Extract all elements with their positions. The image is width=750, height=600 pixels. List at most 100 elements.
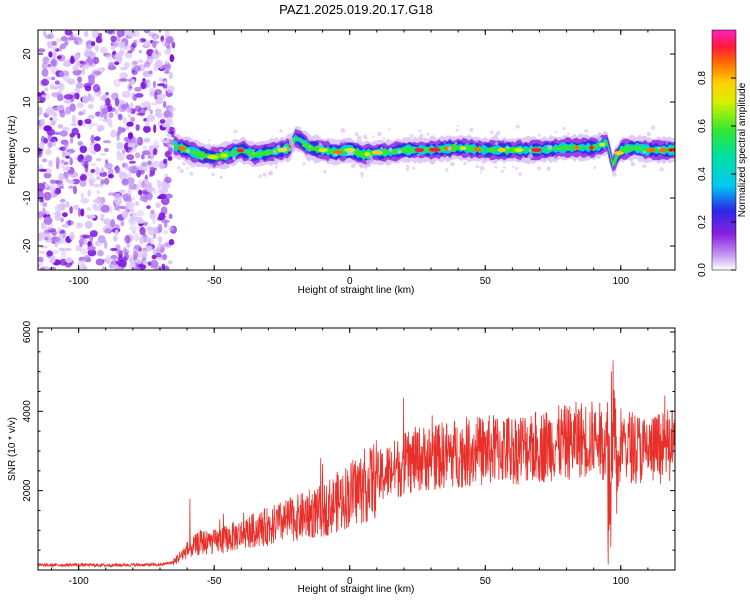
y-tick-label: 6000 — [22, 320, 33, 343]
noise-speckle — [58, 83, 64, 90]
noise-speckle — [114, 109, 119, 115]
signal-scatter — [349, 158, 353, 163]
signal-scatter — [412, 166, 416, 170]
noise-speckle — [118, 103, 122, 111]
noise-speckle — [43, 30, 47, 36]
noise-speckle — [87, 74, 95, 81]
noise-speckle — [143, 236, 152, 244]
noise-speckle — [58, 71, 65, 78]
noise-speckle — [94, 243, 103, 247]
noise-speckle — [41, 68, 49, 77]
signal-scatter — [435, 144, 438, 147]
signal-scatter — [328, 158, 332, 162]
noise-speckle — [38, 147, 42, 156]
noise-speckle — [99, 152, 107, 156]
noise-speckle — [59, 110, 66, 118]
noise-speckle — [76, 40, 83, 45]
noise-speckle — [67, 219, 72, 226]
noise-speckle — [113, 78, 121, 88]
noise-speckle — [150, 152, 154, 162]
noise-speckle — [134, 233, 140, 242]
signal-scatter — [253, 149, 256, 152]
noise-speckle — [143, 221, 148, 226]
snr-xlabel: Height of straight line (km) — [298, 584, 415, 595]
signal-scatter — [387, 128, 390, 131]
noise-speckle — [63, 94, 73, 100]
noise-speckle — [62, 61, 72, 68]
noise-speckle — [157, 236, 163, 241]
signal-scatter — [186, 167, 189, 170]
signal-scatter — [380, 152, 383, 155]
noise-speckle — [72, 66, 79, 71]
signal-scatter — [298, 126, 301, 129]
signal-scatter — [495, 141, 499, 146]
noise-speckle — [129, 207, 136, 213]
signal-scatter — [302, 162, 306, 166]
noise-speckle — [96, 125, 103, 133]
noise-speckle — [136, 38, 142, 44]
noise-speckle — [168, 239, 175, 246]
noise-speckle — [167, 226, 174, 231]
signal-scatter — [657, 146, 661, 150]
signal-scatter — [419, 133, 424, 138]
noise-speckle — [69, 171, 79, 178]
noise-speckle — [105, 159, 109, 165]
noise-speckle — [75, 53, 80, 60]
noise-speckle — [168, 213, 173, 220]
noise-speckle — [125, 125, 130, 131]
signal-scatter — [200, 158, 203, 161]
noise-speckle — [54, 204, 62, 213]
signal-scatter — [377, 131, 382, 137]
noise-speckle — [70, 137, 74, 144]
signal-scatter — [593, 166, 597, 170]
noise-speckle — [87, 103, 94, 110]
noise-speckle — [158, 77, 163, 82]
signal-scatter — [553, 158, 558, 163]
signal-scatter — [354, 161, 357, 165]
signal-scatter — [279, 129, 283, 133]
signal-peak — [485, 148, 494, 152]
signal-scatter — [273, 161, 276, 165]
noise-speckle — [121, 162, 129, 169]
noise-speckle — [63, 247, 72, 252]
noise-speckle — [93, 70, 102, 76]
noise-speckle — [104, 147, 109, 153]
signal-scatter — [546, 166, 551, 171]
noise-speckle — [82, 234, 91, 239]
signal-scatter — [182, 161, 186, 166]
noise-speckle — [153, 48, 159, 55]
signal-scatter — [219, 166, 224, 170]
noise-speckle — [134, 152, 141, 159]
noise-speckle — [44, 226, 53, 231]
signal-scatter — [308, 145, 312, 148]
signal-peak — [574, 145, 579, 150]
noise-speckle — [143, 260, 148, 265]
colorbar-frame — [711, 29, 737, 271]
noise-speckle — [128, 113, 132, 118]
signal-peak — [236, 148, 244, 153]
noise-speckle — [162, 229, 169, 235]
signal-scatter — [407, 165, 410, 169]
signal-scatter — [642, 164, 647, 169]
noise-speckle — [129, 102, 134, 109]
noise-speckle — [127, 30, 137, 38]
noise-speckle — [54, 243, 58, 248]
noise-speckle — [164, 30, 170, 38]
signal-peak — [364, 152, 371, 157]
noise-speckle — [80, 197, 90, 204]
signal-scatter — [284, 157, 287, 160]
signal-scatter — [340, 138, 346, 144]
noise-speckle — [124, 61, 130, 69]
noise-speckle — [136, 112, 145, 116]
noise-speckle — [65, 106, 72, 115]
signal-scatter — [323, 169, 327, 174]
noise-speckle — [126, 154, 135, 161]
y-tick-label: 0 — [22, 147, 33, 153]
noise-speckle — [124, 235, 131, 244]
noise-speckle — [126, 177, 135, 185]
noise-speckle — [140, 81, 148, 90]
noise-speckle — [93, 136, 101, 142]
signal-scatter — [360, 171, 364, 176]
noise-speckle — [152, 80, 156, 89]
